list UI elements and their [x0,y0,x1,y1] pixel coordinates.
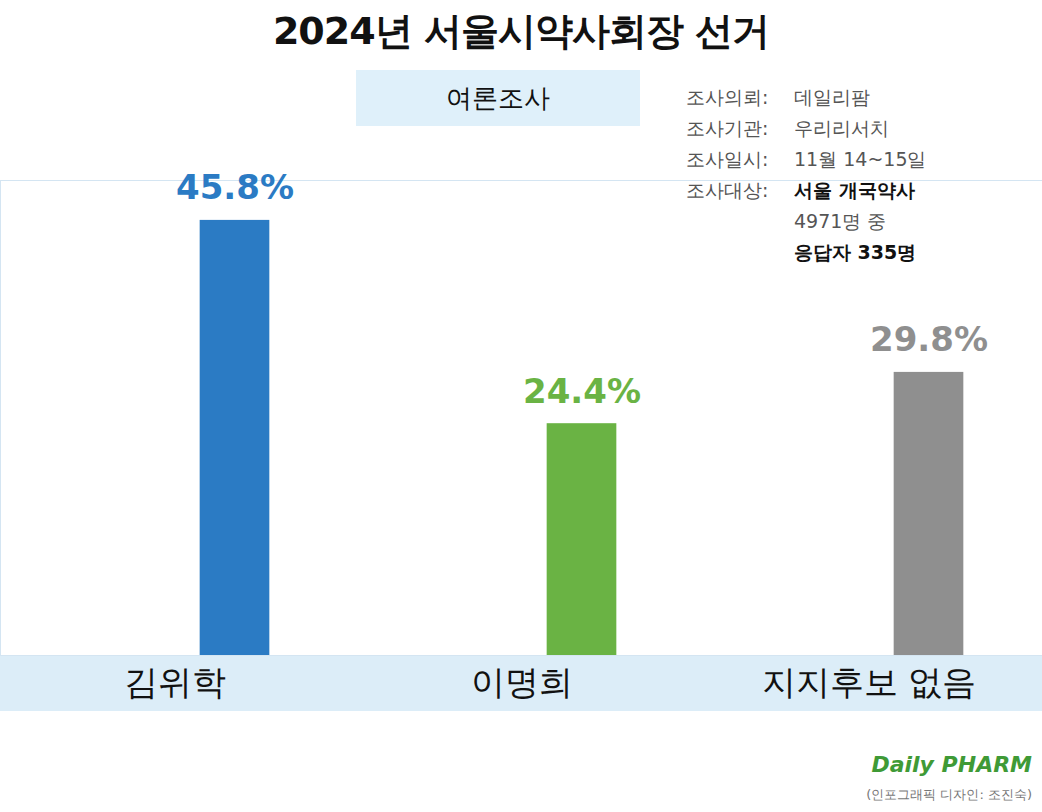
svg-text:24.4%: 24.4% [523,371,641,411]
svg-text:지지후보 없음: 지지후보 없음 [762,662,977,702]
svg-text:45.8%: 45.8% [176,167,294,207]
html-text:서울 개국약사: 서울 개국약사 [794,179,915,201]
html-text:2024년 서울시약사회장 선거: 2024년 서울시약사회장 선거 [272,9,770,53]
html-text:우리리서치: 우리리서치 [794,117,889,139]
html-text:조사기관:: 조사기관: [686,117,769,139]
html-text:응답자 335명: 응답자 335명 [794,241,917,263]
html-text:조사의뢰:: 조사의뢰: [686,86,769,108]
html-text:여론조사: 여론조사 [446,83,550,113]
html-text:(인포그래픽 디자인: 조진숙): (인포그래픽 디자인: 조진숙) [866,787,1032,802]
svg-text:김위학: 김위학 [124,662,226,702]
html-text:4971명 중: 4971명 중 [794,210,887,232]
html-text:11월 14~15일: 11월 14~15일 [794,148,927,170]
html-text:조사일시:: 조사일시: [686,148,769,170]
html-text:Daily PHARM: Daily PHARM [871,752,1032,777]
svg-text:29.8%: 29.8% [870,319,988,359]
svg-text:이명희: 이명희 [471,662,573,702]
html-text:데일리팜: 데일리팜 [794,86,870,108]
html-text:조사대상:: 조사대상: [686,179,769,201]
